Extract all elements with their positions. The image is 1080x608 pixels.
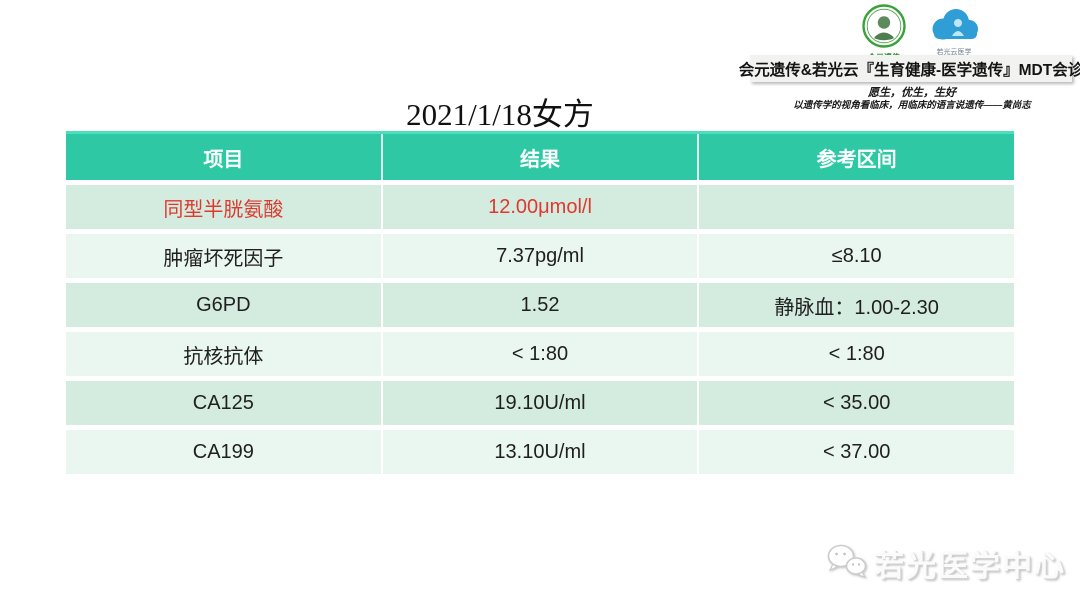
table-row: 同型半胱氨酸 12.00μmol/l <box>66 185 1014 229</box>
mdt-banner: 会元遗传&若光云『生育健康-医学遗传』MDT会诊 <box>739 55 1080 82</box>
cell-reference: 静脉血：1.00-2.30 <box>697 283 1014 327</box>
cell-item: CA199 <box>192 440 254 463</box>
wechat-bubbles-icon <box>826 542 868 585</box>
cell-reference <box>697 185 1014 229</box>
header-cell-item: 项目 <box>203 148 244 171</box>
huiyuan-circle-portrait-icon <box>862 4 906 52</box>
motto-line-2: 以遗传学的视角看临床，用临床的语言说遗传——黄尚志 <box>793 100 1031 111</box>
cell-item: G6PD <box>196 293 251 316</box>
table-row: CA199 13.10U/ml < 37.00 <box>66 430 1014 474</box>
ruoguang-logo-caption: 若光云医学 <box>936 49 972 56</box>
cell-result: < 1:80 <box>380 332 698 376</box>
motto-line-1: 愿生，优生，生好 <box>868 87 956 99</box>
cell-reference: ≤8.10 <box>697 234 1014 278</box>
cell-result: 13.10U/ml <box>380 430 698 474</box>
ruoguang-cloud-logo: 若光云医学 <box>920 8 988 57</box>
header-cell-result: 结果 <box>380 134 698 180</box>
cell-result: 12.00μmol/l <box>380 185 698 229</box>
cell-result: 1.52 <box>380 283 698 327</box>
cell-reference: < 37.00 <box>697 430 1014 474</box>
table-row: 肿瘤坏死因子 7.37pg/ml ≤8.10 <box>66 234 1014 278</box>
table-row: CA125 19.10U/ml < 35.00 <box>66 381 1014 425</box>
cell-item: 抗核抗体 <box>183 345 264 368</box>
cell-result: 19.10U/ml <box>380 381 698 425</box>
table-row: G6PD 1.52 静脉血：1.00-2.30 <box>66 283 1014 327</box>
blue-cloud-icon <box>925 9 983 48</box>
cell-reference: < 35.00 <box>697 381 1014 425</box>
header-cell-reference: 参考区间 <box>697 134 1014 180</box>
table-row: 抗核抗体 < 1:80 < 1:80 <box>66 332 1014 376</box>
lab-results-table: 项目 结果 参考区间 同型半胱氨酸 12.00μmol/l 肿瘤坏死因子 7.3… <box>66 131 1014 474</box>
page-title: 2021/1/18女方 <box>406 97 594 132</box>
cell-reference: < 1:80 <box>697 332 1014 376</box>
cell-item: 同型半胱氨酸 <box>163 198 284 221</box>
cell-item: CA125 <box>192 391 254 414</box>
cell-result: 7.37pg/ml <box>380 234 698 278</box>
watermark-text: 若光医学中心 <box>874 550 1066 583</box>
cell-item: 肿瘤坏死因子 <box>163 247 284 270</box>
table-header-row: 项目 结果 参考区间 <box>66 131 1014 180</box>
watermark: 若光医学中心 <box>826 541 1066 585</box>
